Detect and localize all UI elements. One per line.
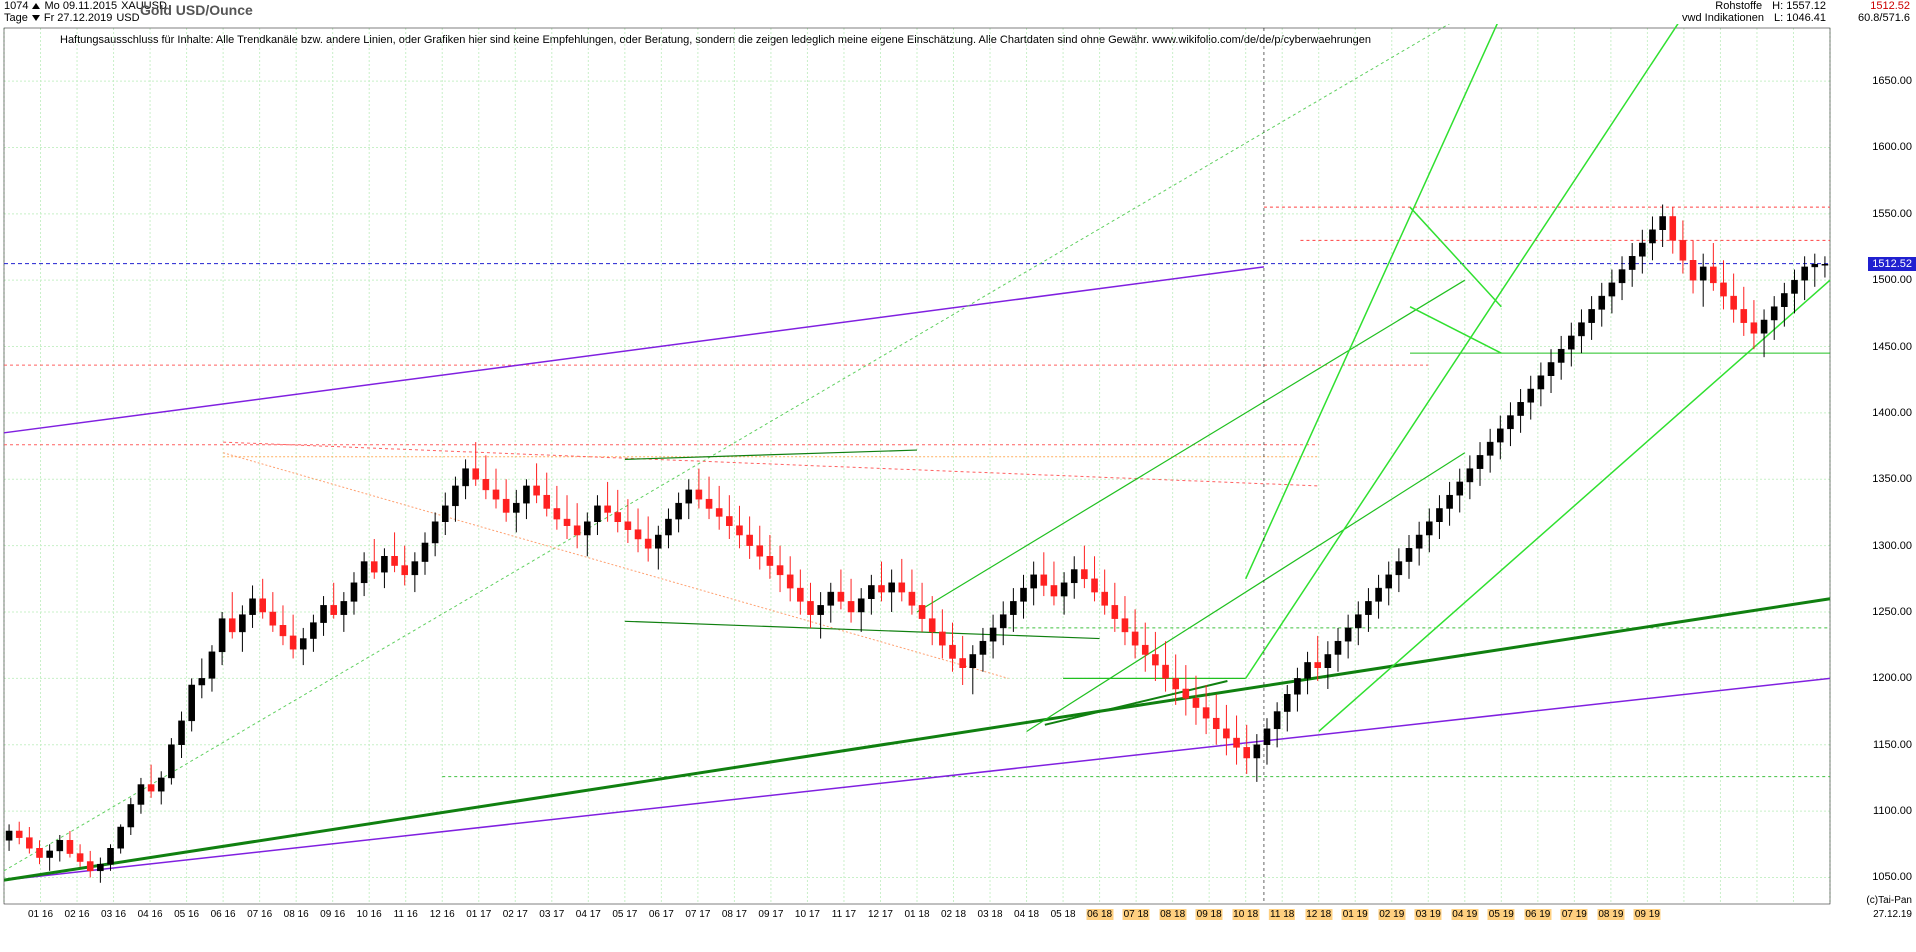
x-tick-label: 06 18 [1086,909,1113,920]
x-tick-label: 03 19 [1415,909,1442,920]
x-tick-label: 12 17 [868,909,893,920]
y-tick-label: 1400.00 [1872,407,1912,419]
x-tick-label: 09 18 [1196,909,1223,920]
x-tick-label: 03 18 [978,909,1003,920]
x-tick-label: 05 16 [174,909,199,920]
x-tick-label: 02 17 [503,909,528,920]
y-tick-label: 1300.00 [1872,540,1912,552]
x-tick-label: 01 16 [28,909,53,920]
period: Tage [4,12,28,24]
x-tick-label: 10 18 [1232,909,1259,920]
x-tick-label: 10 16 [357,909,382,920]
x-tick-label: 01 18 [904,909,929,920]
x-tick-label: 04 17 [576,909,601,920]
x-tick-label: 02 16 [65,909,90,920]
x-tick-label: 07 18 [1123,909,1150,920]
x-tick-label: 06 16 [211,909,236,920]
change: 60.8/571.6 [1858,12,1910,24]
x-tick-label: 03 17 [539,909,564,920]
x-tick-label: 11 18 [1269,909,1295,920]
x-tick-label: 12 16 [430,909,455,920]
header-far-right: 1512.52 60.8/571.6 [1858,0,1910,24]
y-tick-label: 1200.00 [1872,672,1912,684]
date-start: Mo 09.11.2015 [44,0,117,12]
currency: USD [116,12,139,24]
plot-area[interactable]: 1050.00 1100.00 1150.00 1200.00 1250.00 1300.… [0,24,1916,928]
x-tick-label: 09 16 [320,909,345,920]
x-tick-label: 09 17 [758,909,783,920]
x-tick-label: 09 19 [1634,909,1661,920]
low-label: L: 1046.41 [1774,12,1826,24]
x-tick-label: 05 19 [1488,909,1515,920]
bar-count: 1074 [4,0,28,12]
date-end: Fr 27.12.2019 [44,12,113,24]
x-tick-label: 04 19 [1451,909,1478,920]
x-tick-label: 01 19 [1342,909,1369,920]
x-tick-label: 08 16 [284,909,309,920]
x-tick-label: 01 17 [466,909,491,920]
x-tick-label: 08 19 [1597,909,1624,920]
high-label: H: 1557.12 [1772,0,1826,12]
x-tick-label: 07 17 [685,909,710,920]
x-tick-label: 02 19 [1378,909,1405,920]
x-tick-label: 05 17 [612,909,637,920]
y-tick-label: 1500.00 [1872,274,1912,286]
footer-date: 27.12.19 [1873,909,1912,920]
x-tick-label: 08 17 [722,909,747,920]
x-tick-label: 07 16 [247,909,272,920]
price-last: 1512.52 [1870,0,1910,12]
y-tick-label: 1350.00 [1872,473,1912,485]
y-tick-label: 1150.00 [1873,739,1912,751]
y-tick-label: 1650.00 [1872,75,1912,87]
x-tick-label: 04 18 [1014,909,1039,920]
x-tick-label: 04 16 [138,909,163,920]
x-tick-label: 02 18 [941,909,966,920]
y-tick-label: 1450.00 [1872,341,1912,353]
x-tick-label: 12 18 [1305,909,1332,920]
price-tag: 1512.52 [1868,257,1916,271]
x-tick-label: 08 18 [1159,909,1186,920]
category: Rohstoffe [1715,0,1762,12]
y-tick-label: 1600.00 [1872,141,1912,153]
source: vwd Indikationen [1682,12,1764,24]
chart-container: 1074 Mo 09.11.2015 XAUUSD Tage Fr 27.12.… [0,0,1916,952]
x-tick-label: 10 17 [795,909,820,920]
chart-title: Gold USD/Ounce [140,2,253,18]
x-tick-label: 06 17 [649,909,674,920]
x-tick-label: 11 17 [832,909,856,920]
header-right: Rohstoffe H: 1557.12 vwd Indikationen L: 1… [1682,0,1826,24]
chart-svg [0,24,1916,928]
x-tick-label: 06 19 [1524,909,1551,920]
x-tick-label: 03 16 [101,909,126,920]
copyright: (c)Tai-Pan [1866,895,1912,906]
y-tick-label: 1050.00 [1872,871,1912,883]
x-tick-label: 05 18 [1051,909,1076,920]
y-tick-label: 1250.00 [1872,606,1912,618]
up-triangle-icon[interactable] [32,3,40,9]
y-tick-label: 1100.00 [1873,805,1912,817]
y-tick-label: 1550.00 [1872,208,1912,220]
header: 1074 Mo 09.11.2015 XAUUSD Tage Fr 27.12.… [0,0,1916,24]
x-tick-label: 07 19 [1561,909,1588,920]
down-triangle-icon[interactable] [32,15,40,21]
x-tick-label: 11 16 [394,909,418,920]
